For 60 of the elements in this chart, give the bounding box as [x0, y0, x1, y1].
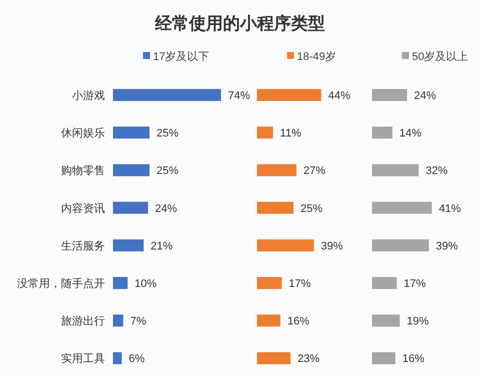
data-label: 14% [399, 128, 422, 140]
data-label: 21% [150, 240, 173, 252]
bar [113, 239, 144, 252]
data-label: 74% [228, 90, 250, 102]
y-tick-label: 生活服务 [61, 239, 105, 252]
bar [372, 239, 429, 252]
y-tick-label: 购物零售 [61, 165, 105, 178]
bar [257, 89, 322, 101]
data-label: 23% [298, 353, 320, 366]
bar [257, 352, 291, 364]
bar [257, 239, 314, 252]
y-tick-label: 实用工具 [61, 352, 105, 366]
data-label: 39% [436, 240, 458, 252]
bar [372, 202, 432, 214]
bar [372, 126, 392, 139]
data-label: 24% [414, 90, 436, 102]
bar [372, 164, 419, 176]
data-label: 7% [130, 316, 146, 328]
data-label: 19% [406, 316, 429, 328]
data-label: 27% [303, 165, 326, 178]
bar [113, 314, 124, 327]
bar [257, 277, 282, 289]
y-tick-label: 内容资讯 [61, 202, 105, 215]
data-label: 11% [280, 128, 302, 140]
bar [113, 277, 128, 289]
bar [113, 126, 150, 139]
data-label: 24% [155, 202, 178, 215]
data-label: 25% [300, 202, 323, 215]
data-label: 41% [438, 202, 462, 215]
data-label: 16% [287, 316, 310, 328]
data-label: 44% [328, 90, 350, 102]
legend-label: 18-49岁 [297, 51, 336, 63]
y-tick-label: 没常用，随手点开 [17, 277, 105, 290]
y-tick-label: 休闲娱乐 [61, 126, 105, 140]
data-label: 39% [320, 240, 344, 252]
data-label: 25% [156, 165, 179, 178]
bar [257, 164, 296, 176]
bar [113, 202, 148, 214]
data-label: 17% [404, 278, 426, 290]
bar [257, 202, 294, 214]
bar [113, 164, 150, 176]
legend-label: 50岁及以上 [412, 50, 468, 63]
bar [113, 352, 122, 364]
chart-title: 经常使用的小程序类型 [154, 14, 325, 33]
data-label: 17% [288, 278, 312, 290]
data-label: 32% [426, 165, 448, 178]
data-label: 16% [402, 353, 425, 366]
bar [372, 314, 400, 327]
y-tick-label: 旅游出行 [61, 314, 105, 328]
data-label: 10% [134, 278, 157, 290]
bar [257, 314, 280, 327]
y-tick-label: 小游戏 [72, 89, 105, 102]
bar [372, 277, 397, 289]
data-label: 25% [156, 128, 179, 140]
bar [113, 89, 221, 101]
legend-label: 17岁及以下 [153, 50, 210, 63]
bar [372, 89, 408, 101]
bar [257, 126, 274, 139]
bar [372, 352, 396, 364]
data-label: 6% [128, 353, 145, 366]
